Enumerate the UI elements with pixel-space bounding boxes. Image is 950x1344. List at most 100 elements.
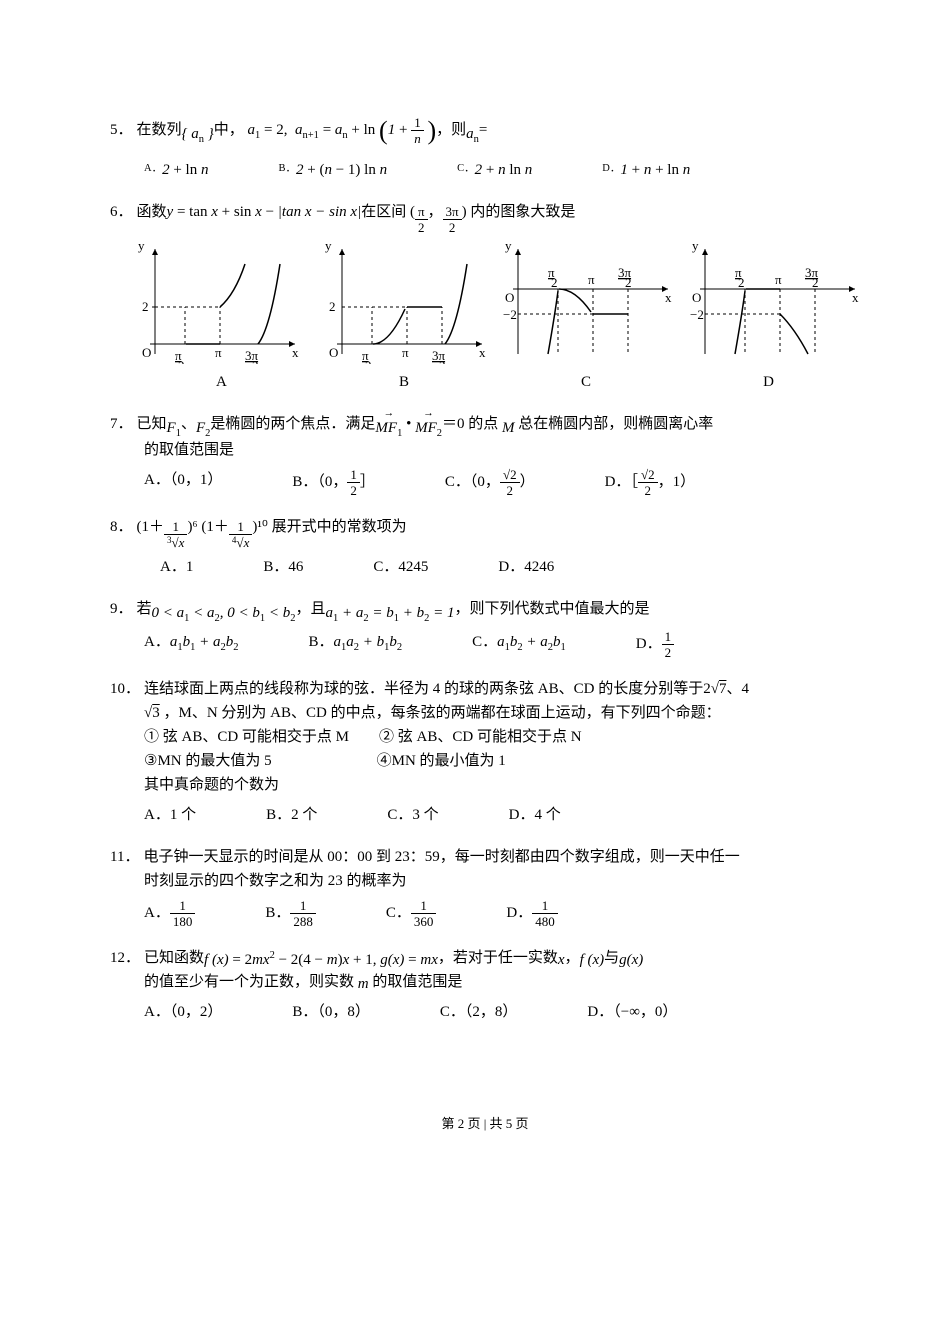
q12-number: 12．: [110, 946, 140, 970]
q9-choice-b: B．a1a2 + b1b2: [308, 630, 402, 659]
svg-text:2: 2: [142, 299, 149, 314]
q5-text-c: ，则: [436, 118, 466, 142]
q5-choices: A．2 + ln n B．2 + (n − 1) ln n C．2 + n ln…: [144, 158, 860, 182]
q7-text-b: 是椭圆的两个焦点．满足: [210, 412, 375, 436]
svg-text:x: x: [479, 345, 486, 360]
q12-choice-d: D．（−∞，0）: [587, 1000, 677, 1024]
q8-number: 8．: [110, 515, 133, 539]
q7-choice-a: A．（0，1）: [144, 468, 222, 497]
q7-choice-b: B．（0，12］: [292, 468, 375, 497]
q9-cond2: a1 + a2 = b1 + b2 = 1: [326, 601, 455, 628]
q6-graph-d: yxO −2 π2 π 3π2: [690, 244, 860, 364]
svg-text:x: x: [852, 290, 859, 305]
q12-l2b: 的取值范围是: [372, 974, 462, 990]
q8-frac1: 13√x: [164, 520, 187, 549]
q10-choice-b: B．2 个: [266, 803, 317, 827]
q5-choice-d: D．1 + n + ln n: [602, 158, 690, 182]
q12-x: x: [558, 948, 565, 972]
q7-text-c: ＝0 的点: [442, 412, 498, 436]
q10-choices: A．1 个 B．2 个 C．3 个 D．4 个: [144, 803, 860, 827]
svg-text:2: 2: [738, 275, 745, 290]
svg-text:2: 2: [329, 299, 336, 314]
q6-graphs: yxO 2 π2 π 3π2 yxO 2 π2 π 3π2: [130, 244, 860, 364]
q12-choices: A．（0，2） B．（0，8） C．（2，8） D．（−∞，0）: [144, 1000, 860, 1024]
q5-an: an: [466, 122, 479, 149]
q12-text-b: ，若对于任一实数: [438, 946, 558, 970]
q11-number: 11．: [110, 845, 139, 869]
q12-and: 与: [604, 946, 619, 970]
q6-text-c: ，: [428, 200, 443, 224]
q9-text-a: 若: [137, 597, 152, 621]
q10-l2b: ，M、N 分别为 AB、CD 的中点，每条弦的两端都在球面上运动，有下列四个命题…: [163, 705, 720, 721]
q9-choice-c: C．a1b2 + a2b1: [472, 630, 566, 659]
q12-fx: f (x): [580, 948, 605, 972]
q9-stem: 9． 若 0 < a1 < a2, 0 < b1 < b2 ，且 a1 + a2…: [110, 597, 860, 624]
q8-stem: 8． (1＋ 13√x )⁶ (1＋ 14√x )¹⁰ 展开式中的常数项为: [110, 515, 860, 549]
q11-line2: 时刻显示的四个数字之和为 23 的概率为: [144, 869, 860, 893]
svg-text:2: 2: [812, 275, 819, 290]
q9-choice-d: D．12: [636, 630, 674, 659]
question-10: 10． 连结球面上两点的线段称为球的弦．半径为 4 的球的两条弦 AB、CD 的…: [110, 677, 860, 827]
q10-line2: √3 ，M、N 分别为 AB、CD 的中点，每条弦的两端都在球面上运动，有下列四…: [144, 701, 860, 725]
q8-text-a: (1＋: [137, 515, 165, 539]
q12-choice-a: A．（0，2）: [144, 1000, 222, 1024]
svg-text:2: 2: [365, 358, 372, 364]
q6-label-d: D: [763, 370, 774, 394]
question-7: 7． 已知 F1、 F2 是椭圆的两个焦点．满足 MF1 • MF2 ＝0 的点…: [110, 412, 860, 498]
q12-m: m: [358, 976, 369, 992]
q9-number: 9．: [110, 597, 133, 621]
svg-text:y: y: [325, 244, 332, 253]
q7-stem: 7． 已知 F1、 F2 是椭圆的两个焦点．满足 MF1 • MF2 ＝0 的点…: [110, 412, 860, 439]
svg-text:π: π: [775, 272, 782, 287]
q10-choice-d: D．4 个: [509, 803, 561, 827]
svg-text:O: O: [692, 290, 701, 305]
q6-graph-b: yxO 2 π2 π 3π2: [317, 244, 487, 364]
q11-line1: 11． 电子钟一天显示的时间是从 00：00 到 23：59，每一时刻都由四个数…: [110, 845, 860, 869]
svg-text:2: 2: [551, 275, 558, 290]
question-11: 11． 电子钟一天显示的时间是从 00：00 到 23：59，每一时刻都由四个数…: [110, 845, 860, 928]
q12-l2: 的值至少有一个为正数，则实数: [144, 974, 358, 990]
q7-number: 7．: [110, 412, 133, 436]
q12-line1: 12． 已知函数 f (x) = 2mx2 − 2(4 − m)x + 1, g…: [110, 946, 860, 970]
q7-mf1: MF1: [375, 416, 402, 443]
q12-line2: 的值至少有一个为正数，则实数 m 的取值范围是: [144, 970, 860, 994]
q5-choice-c: C．2 + n ln n: [457, 158, 532, 182]
q6-frac1: π2: [415, 205, 428, 234]
q5-seq: { an }: [182, 122, 214, 149]
q5-number: 5．: [110, 118, 133, 142]
q7-choice-d: D．［√22，1）: [605, 468, 696, 497]
svg-text:2: 2: [439, 358, 446, 364]
q6-label-b: B: [399, 370, 409, 394]
q9-choices: A．a1b1 + a2b2 B．a1a2 + b1b2 C．a1b2 + a2b…: [144, 630, 860, 659]
svg-text:π: π: [588, 272, 595, 287]
q12-gx: g(x): [619, 948, 643, 972]
q7-mf2: MF2: [415, 416, 442, 443]
svg-text:O: O: [505, 290, 514, 305]
q11-choice-a: A．1180: [144, 899, 195, 928]
q8-choices: A．1 B．46 C．4245 D．4246: [160, 555, 860, 579]
svg-text:2: 2: [625, 275, 632, 290]
q6-label-c: C: [581, 370, 591, 394]
q6-stem: 6． 函数 y = tan x + sin x − |tan x − sin x…: [110, 200, 860, 234]
question-8: 8． (1＋ 13√x )⁶ (1＋ 14√x )¹⁰ 展开式中的常数项为 A．…: [110, 515, 860, 579]
q10-r2: √3: [144, 705, 160, 721]
q10-l1b: 、4: [726, 677, 749, 701]
svg-text:y: y: [692, 244, 699, 253]
q9-choice-a: A．a1b1 + a2b2: [144, 630, 238, 659]
q8-choice-b: B．46: [263, 555, 303, 579]
q7-m: M: [498, 416, 518, 440]
question-6: 6． 函数 y = tan x + sin x − |tan x − sin x…: [110, 200, 860, 394]
svg-text:O: O: [329, 345, 338, 360]
svg-text:π: π: [215, 345, 222, 360]
q11-choices: A．1180 B．1288 C．1360 D．1480: [144, 899, 860, 928]
svg-text:−2: −2: [690, 307, 704, 322]
svg-text:O: O: [142, 345, 151, 360]
svg-text:x: x: [292, 345, 299, 360]
q6-choice-labels: A B C D: [130, 370, 860, 394]
q8-choice-c: C．4245: [373, 555, 428, 579]
q10-l1a: 连结球面上两点的线段称为球的弦．半径为 4 的球的两条弦 AB、CD 的长度分别…: [144, 677, 703, 701]
svg-text:π: π: [402, 345, 409, 360]
q5-text-d: =: [479, 118, 487, 142]
svg-text:2: 2: [178, 358, 185, 364]
svg-text:−2: −2: [503, 307, 517, 322]
